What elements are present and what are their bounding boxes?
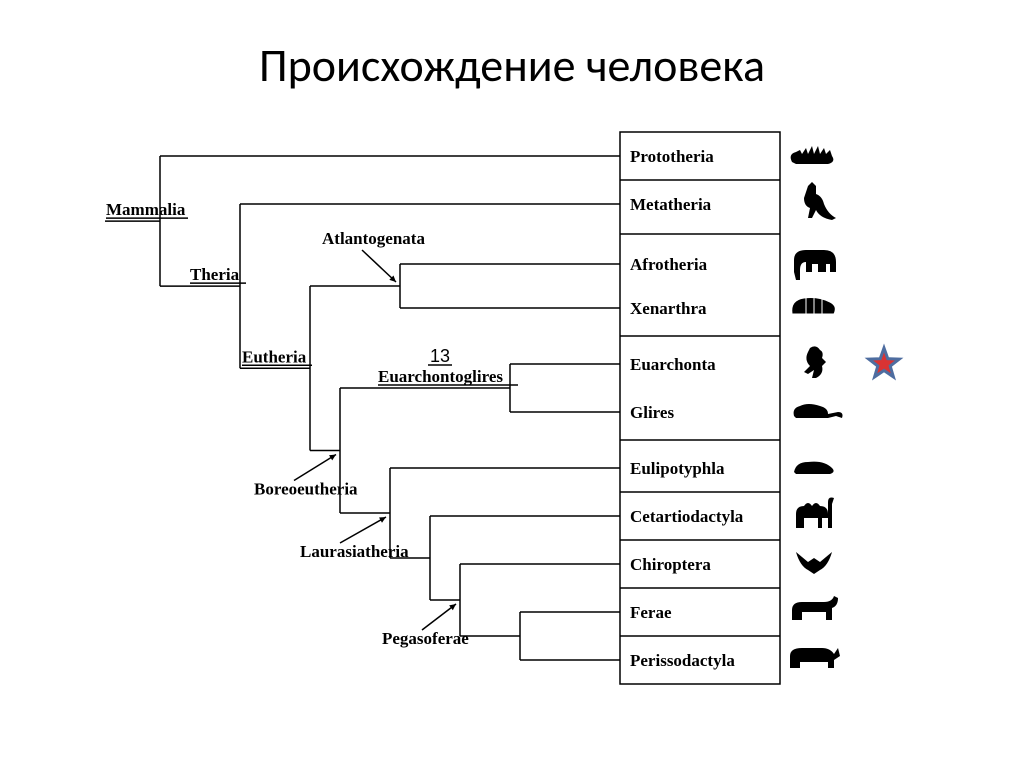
svg-text:Laurasiatheria: Laurasiatheria — [300, 542, 409, 561]
svg-text:Pegasoferae: Pegasoferae — [382, 629, 469, 648]
phylogeny-diagram: Prototheria Metatheria Afrotheria Xenarthra… — [0, 0, 1024, 767]
svg-text:Glires: Glires — [630, 403, 674, 422]
svg-text:Atlantogenata: Atlantogenata — [322, 229, 425, 248]
svg-text:Mammalia: Mammalia — [106, 200, 186, 219]
svg-text:Euarchonta: Euarchonta — [630, 355, 716, 374]
svg-text:Theria: Theria — [190, 265, 240, 284]
svg-text:Eutheria: Eutheria — [242, 347, 307, 366]
svg-text:Eulipotyphla: Eulipotyphla — [630, 459, 725, 478]
svg-text:Prototheria: Prototheria — [630, 147, 714, 166]
svg-text:Ferae: Ferae — [630, 603, 672, 622]
svg-text:Metatheria: Metatheria — [630, 195, 712, 214]
svg-text:Chiroptera: Chiroptera — [630, 555, 711, 574]
svg-text:Afrotheria: Afrotheria — [630, 255, 708, 274]
svg-text:13: 13 — [430, 346, 450, 366]
svg-text:Xenarthra: Xenarthra — [630, 299, 707, 318]
svg-text:Boreoeutheria: Boreoeutheria — [254, 480, 358, 499]
slide: Происхождение человека PrototheriaMetath… — [0, 0, 1024, 767]
svg-text:Euarchontoglires: Euarchontoglires — [378, 367, 503, 386]
svg-text:Perissodactyla: Perissodactyla — [630, 651, 735, 670]
svg-text:Cetartiodactyla: Cetartiodactyla — [630, 507, 744, 526]
